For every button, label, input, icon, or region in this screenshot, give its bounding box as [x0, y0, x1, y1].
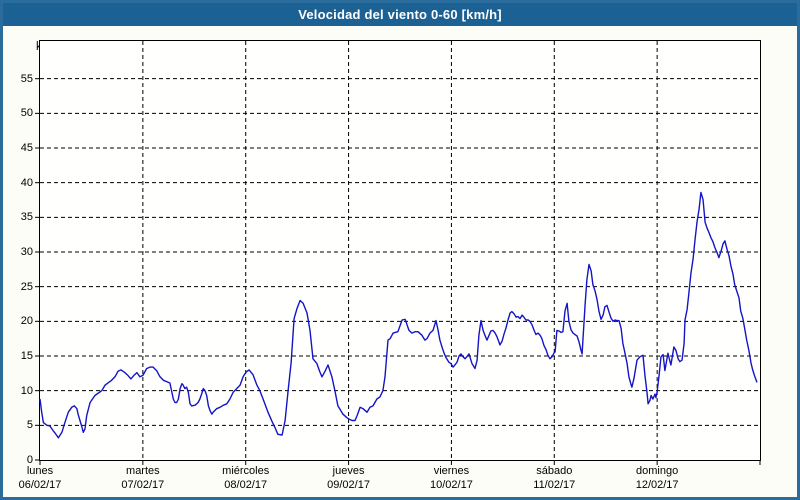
x-day-label-viernes: viernes 10/02/17	[399, 465, 503, 492]
y-tick-label-30: 30	[20, 246, 33, 258]
wind-speed-chart	[35, 41, 761, 465]
wind-speed-line	[39, 191, 758, 439]
x-day-label-domingo: domingo 12/02/17	[605, 465, 709, 492]
day-date-label: 08/02/17	[224, 479, 268, 491]
widget-title: Velocidad del viento 0-60 [km/h]	[298, 7, 502, 22]
day-name-label: domingo	[636, 465, 679, 477]
y-tick-label-5: 5	[26, 419, 33, 432]
widget-titlebar: Velocidad del viento 0-60 [km/h]	[3, 3, 797, 26]
chart-content: km/h 0510152025303540455055lunes06/02/17…	[3, 3, 797, 497]
y-tick-label-15: 15	[20, 350, 33, 362]
y-tick-label-50: 50	[20, 107, 33, 120]
day-name-label: martes	[126, 465, 160, 477]
day-name-label: jueves	[332, 465, 365, 477]
y-tick-label-20: 20	[20, 315, 33, 328]
day-name-label: miércoles	[222, 465, 270, 477]
day-name-label: sábado	[536, 465, 573, 477]
x-day-label-miércoles: miércoles 08/02/17	[194, 465, 298, 492]
day-date-label: 10/02/17	[430, 479, 473, 491]
plot-area	[35, 40, 761, 465]
y-tick-label-10: 10	[20, 384, 33, 397]
x-day-label-jueves: jueves 09/02/17	[297, 465, 401, 492]
day-date-label: 11/02/17	[533, 479, 576, 491]
y-tick-label-40: 40	[20, 176, 33, 189]
y-tick-label-0: 0	[26, 454, 33, 466]
y-tick-label-55: 55	[20, 72, 33, 85]
day-name-label: lunes	[26, 465, 54, 477]
x-day-label-lunes: lunes 06/02/17	[3, 465, 92, 492]
day-date-label: 09/02/17	[327, 479, 370, 491]
day-date-label: 07/02/17	[121, 479, 165, 491]
y-tick-label-35: 35	[20, 211, 33, 224]
day-date-label: 06/02/17	[18, 479, 62, 491]
y-tick-label-45: 45	[20, 142, 33, 154]
y-tick-label-25: 25	[20, 280, 33, 293]
x-day-label-martes: martes 07/02/17	[91, 465, 195, 492]
day-name-label: viernes	[433, 465, 470, 477]
x-day-label-sábado: sábado 11/02/17	[502, 465, 606, 492]
day-date-label: 12/02/17	[635, 479, 679, 491]
